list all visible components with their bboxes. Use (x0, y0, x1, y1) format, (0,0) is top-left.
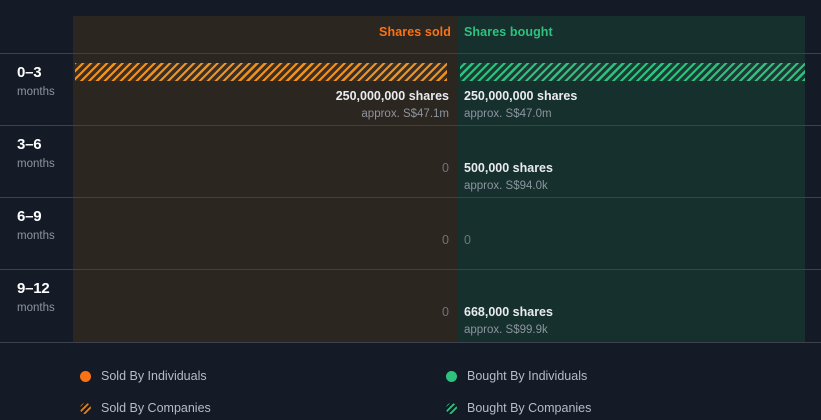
table-row[interactable]: 0–3 months 250,000,000 shares approx. S$… (0, 53, 821, 126)
dot-marker-icon (80, 370, 91, 382)
row-period-label: 6–9 months (17, 208, 71, 244)
sold-bar (75, 63, 447, 81)
bought-value: 250,000,000 shares (464, 89, 578, 103)
table-row[interactable]: 9–12 months 0 668,000 shares approx. S$9… (0, 269, 821, 343)
sold-approx: approx. S$47.1m (361, 108, 449, 120)
column-header-shares-sold: Shares sold (379, 25, 451, 39)
bought-approx: approx. S$99.9k (464, 324, 548, 336)
hatch-marker-icon (446, 402, 457, 414)
sold-values: 0 (73, 159, 449, 177)
bought-values: 250,000,000 shares approx. S$47.0m (464, 87, 799, 123)
hatch-marker-icon (80, 402, 91, 414)
period-range: 3–6 (17, 136, 42, 153)
sold-value: 0 (442, 233, 449, 247)
period-unit: months (17, 230, 55, 242)
sold-values: 0 (73, 231, 449, 249)
row-period-label: 9–12 months (17, 280, 71, 316)
sold-value: 0 (442, 305, 449, 319)
period-range: 6–9 (17, 208, 42, 225)
bought-values: 0 (464, 231, 471, 249)
period-unit: months (17, 302, 55, 314)
legend-item-sold-by-individuals[interactable]: Sold By Individuals (80, 368, 207, 384)
sold-values: 0 (73, 303, 449, 321)
sold-value: 0 (442, 161, 449, 175)
legend-item-bought-by-companies[interactable]: Bought By Companies (446, 400, 591, 416)
period-range: 9–12 (17, 280, 50, 297)
sold-values: 250,000,000 shares approx. S$47.1m (73, 87, 449, 123)
column-header-shares-bought: Shares bought (464, 25, 553, 39)
row-period-label: 0–3 months (17, 64, 71, 100)
bought-value: 500,000 shares (464, 161, 553, 175)
table-row[interactable]: 6–9 months 0 0 (0, 197, 821, 270)
legend-label: Sold By Individuals (101, 369, 207, 383)
bought-value: 668,000 shares (464, 305, 553, 319)
period-unit: months (17, 86, 55, 98)
period-range: 0–3 (17, 64, 42, 81)
table-row[interactable]: 3–6 months 0 500,000 shares approx. S$94… (0, 125, 821, 198)
legend-item-bought-by-individuals[interactable]: Bought By Individuals (446, 368, 587, 384)
bought-value: 0 (464, 233, 471, 247)
table-header-row: Shares sold Shares bought (0, 16, 821, 53)
legend-item-sold-by-companies[interactable]: Sold By Companies (80, 400, 211, 416)
sold-value: 250,000,000 shares (335, 89, 449, 103)
legend-label: Bought By Individuals (467, 369, 588, 383)
dot-marker-icon (446, 370, 457, 382)
chart-legend: Sold By Individuals Bought By Individual… (0, 360, 821, 420)
table-bottom-divider (0, 342, 821, 343)
bought-approx: approx. S$47.0m (464, 108, 552, 120)
bought-values: 668,000 shares approx. S$99.9k (464, 303, 799, 339)
row-period-label: 3–6 months (17, 136, 71, 172)
insider-trading-table: Shares sold Shares bought 0–3 months 250… (0, 16, 821, 343)
legend-label: Bought By Companies (467, 401, 592, 415)
bought-bar (460, 63, 805, 81)
legend-label: Sold By Companies (101, 401, 211, 415)
bought-values: 500,000 shares approx. S$94.0k (464, 159, 799, 195)
bought-approx: approx. S$94.0k (464, 180, 548, 192)
period-unit: months (17, 158, 55, 170)
